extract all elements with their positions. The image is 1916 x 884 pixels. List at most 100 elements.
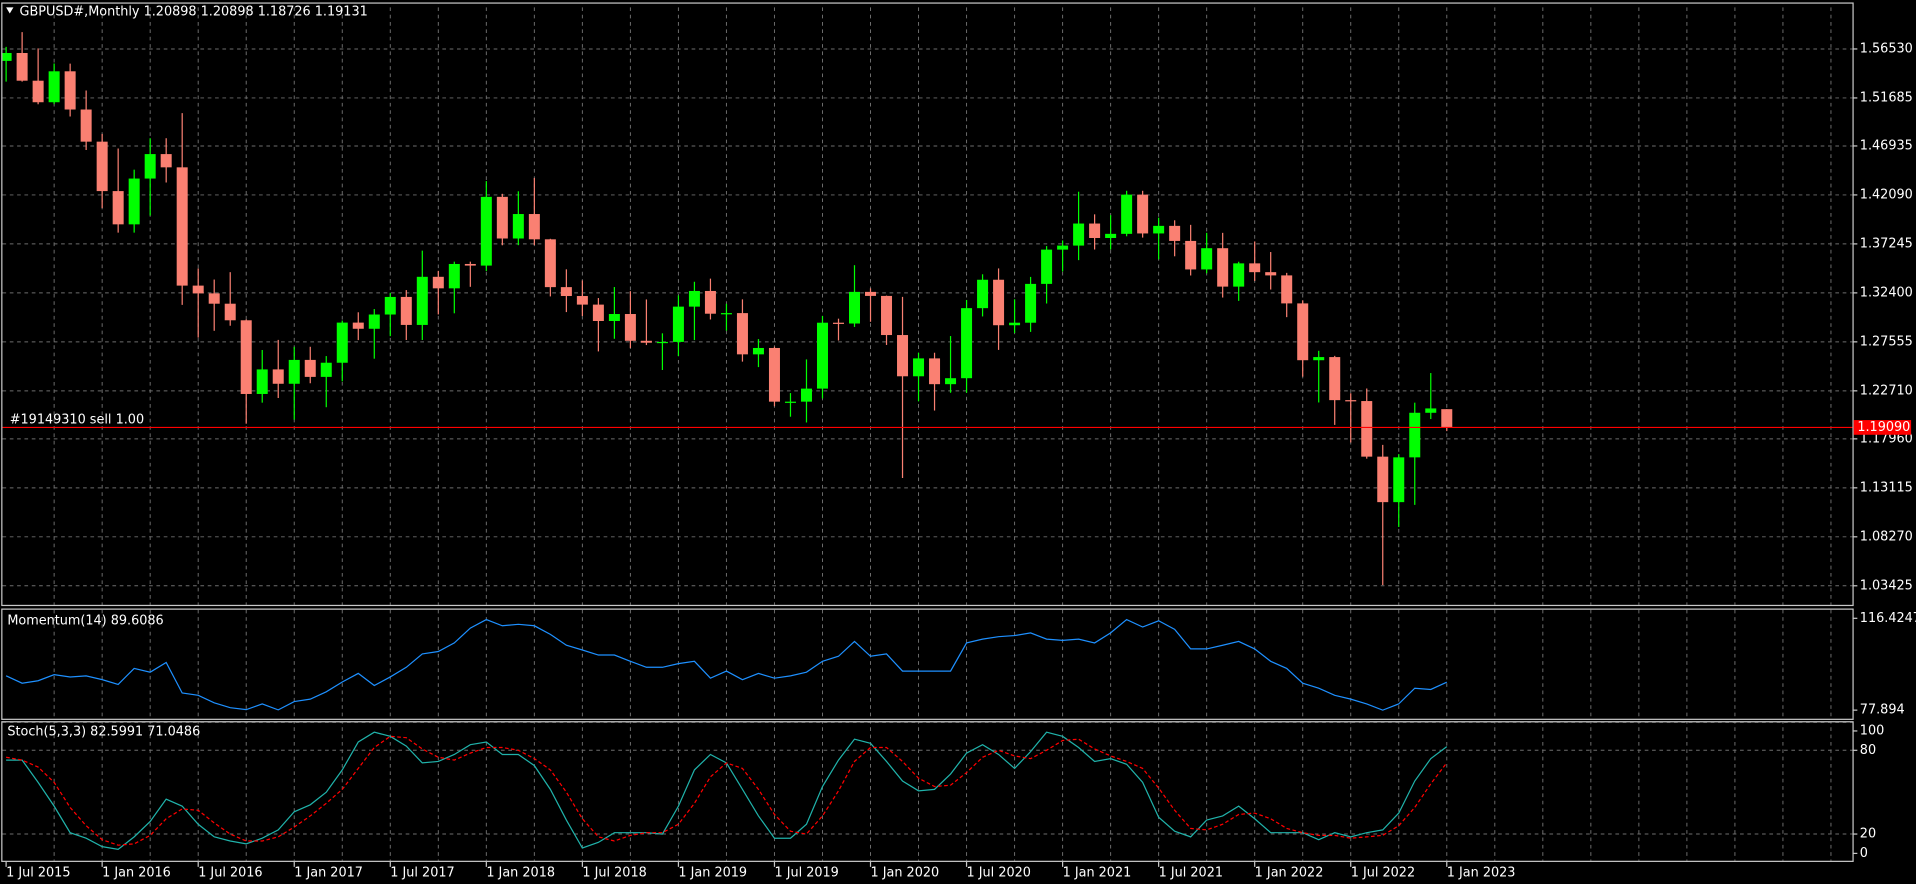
- candle-body: [865, 291, 877, 296]
- stochastic-frame: [1, 721, 1854, 862]
- candle-body: [1329, 357, 1341, 401]
- candle-body: [1313, 357, 1325, 361]
- candle-body: [1217, 248, 1229, 287]
- candle-body: [2, 53, 12, 61]
- candle-body: [1345, 400, 1357, 402]
- candle-body: [913, 358, 925, 377]
- candle-body: [1361, 401, 1373, 457]
- candle-body: [464, 263, 476, 266]
- y-tick-label: 1.46935: [1860, 138, 1913, 153]
- y-tick-label: 80: [1860, 743, 1876, 758]
- candle-body: [208, 293, 220, 304]
- candle-body: [1377, 456, 1389, 503]
- y-tick-label: 1.13115: [1860, 480, 1913, 495]
- candle-body: [1073, 223, 1085, 246]
- candle-body: [304, 359, 316, 377]
- x-tick-label: 1 Jan 2016: [102, 865, 171, 880]
- candle-body: [592, 304, 604, 321]
- candle-body: [1169, 225, 1181, 241]
- candle-body: [784, 401, 796, 403]
- candle-body: [704, 290, 716, 314]
- candle-body: [336, 322, 348, 363]
- y-tick-label: 1.22710: [1860, 383, 1913, 398]
- candle-body: [432, 276, 444, 289]
- candle-body: [881, 295, 893, 336]
- candle-body: [1393, 457, 1405, 503]
- candle-body: [400, 296, 412, 325]
- y-tick-label: 1.42090: [1860, 187, 1913, 202]
- candle-body: [656, 341, 668, 344]
- candle-body: [1233, 263, 1245, 287]
- candle-body: [496, 196, 508, 239]
- candle-body: [64, 71, 76, 110]
- candle-body: [368, 314, 380, 329]
- candle-body: [608, 314, 620, 321]
- candle-body: [1265, 272, 1277, 276]
- x-tick-label: 1 Jan 2023: [1447, 865, 1516, 880]
- candle-body: [897, 335, 909, 377]
- y-tick-label: 100: [1860, 723, 1884, 738]
- candle-body: [752, 347, 764, 355]
- y-tick-label: 1.27555: [1860, 334, 1913, 349]
- menu-arrow[interactable]: [6, 7, 14, 14]
- candle-body: [1153, 225, 1165, 234]
- candle-body: [1281, 275, 1293, 304]
- candle-body: [144, 154, 156, 179]
- candle-body: [288, 359, 300, 384]
- candle-body: [416, 276, 428, 325]
- candle-body: [128, 178, 140, 225]
- indicator-line: [5, 618, 1448, 711]
- y-tick-label: 20: [1860, 827, 1876, 842]
- x-tick-label: 1 Jul 2017: [390, 865, 454, 880]
- x-tick-label: 1 Jan 2021: [1063, 865, 1132, 880]
- candle-body: [1025, 283, 1037, 323]
- price-title: GBPUSD#,Monthly 1.20898 1.20898 1.18726 …: [20, 5, 368, 20]
- candle-body: [320, 362, 332, 377]
- x-tick-label: 1 Jan 2018: [486, 865, 555, 880]
- candle-body: [1041, 249, 1053, 284]
- indicator-line: [6, 735, 1448, 846]
- candle-body: [352, 322, 364, 329]
- candle-body: [16, 53, 28, 81]
- momentum-frame: [1, 608, 1854, 720]
- candle-body: [1441, 409, 1453, 428]
- candle-body: [1057, 245, 1069, 250]
- candle-body: [736, 313, 748, 355]
- candle-body: [80, 109, 92, 142]
- candle-body: [640, 340, 652, 343]
- y-tick-label: 1.08270: [1860, 529, 1913, 544]
- candle-body: [1425, 408, 1437, 413]
- candle-body: [832, 322, 844, 324]
- candle-body: [480, 196, 492, 266]
- candle-body: [624, 314, 636, 341]
- x-tick-label: 1 Jan 2017: [294, 865, 363, 880]
- candle-body: [800, 388, 812, 402]
- candle-body: [993, 279, 1005, 326]
- x-tick-label: 1 Jul 2015: [6, 865, 70, 880]
- momentum-window: [5, 609, 1832, 719]
- momentum-title: Momentum(14) 89.6086: [7, 613, 163, 628]
- y-tick-label: 1.17960: [1860, 431, 1913, 446]
- candle-body: [176, 167, 188, 286]
- candle-body: [160, 154, 172, 168]
- candle-body: [576, 296, 588, 305]
- candle-body: [849, 291, 861, 324]
- stochastic-title: Stoch(5,3,3) 82.5991 71.0486: [7, 725, 200, 740]
- candle-body: [1105, 233, 1117, 238]
- candle-body: [528, 214, 540, 240]
- candle-body: [1201, 248, 1213, 270]
- candle-body: [929, 358, 941, 385]
- x-tick-label: 1 Jul 2016: [198, 865, 262, 880]
- candle-body: [672, 306, 684, 342]
- y-tick-label: 1.56530: [1860, 41, 1913, 56]
- candle-body: [256, 369, 268, 394]
- candle-body: [977, 279, 989, 309]
- x-tick-label: 1 Jul 2018: [582, 865, 646, 880]
- candle-body: [96, 141, 108, 192]
- candle-body: [272, 369, 284, 384]
- x-tick-label: 1 Jul 2021: [1159, 865, 1223, 880]
- candle-body: [961, 308, 973, 379]
- order-label: #19149310 sell 1.00: [10, 413, 144, 428]
- candle-body: [1089, 223, 1101, 238]
